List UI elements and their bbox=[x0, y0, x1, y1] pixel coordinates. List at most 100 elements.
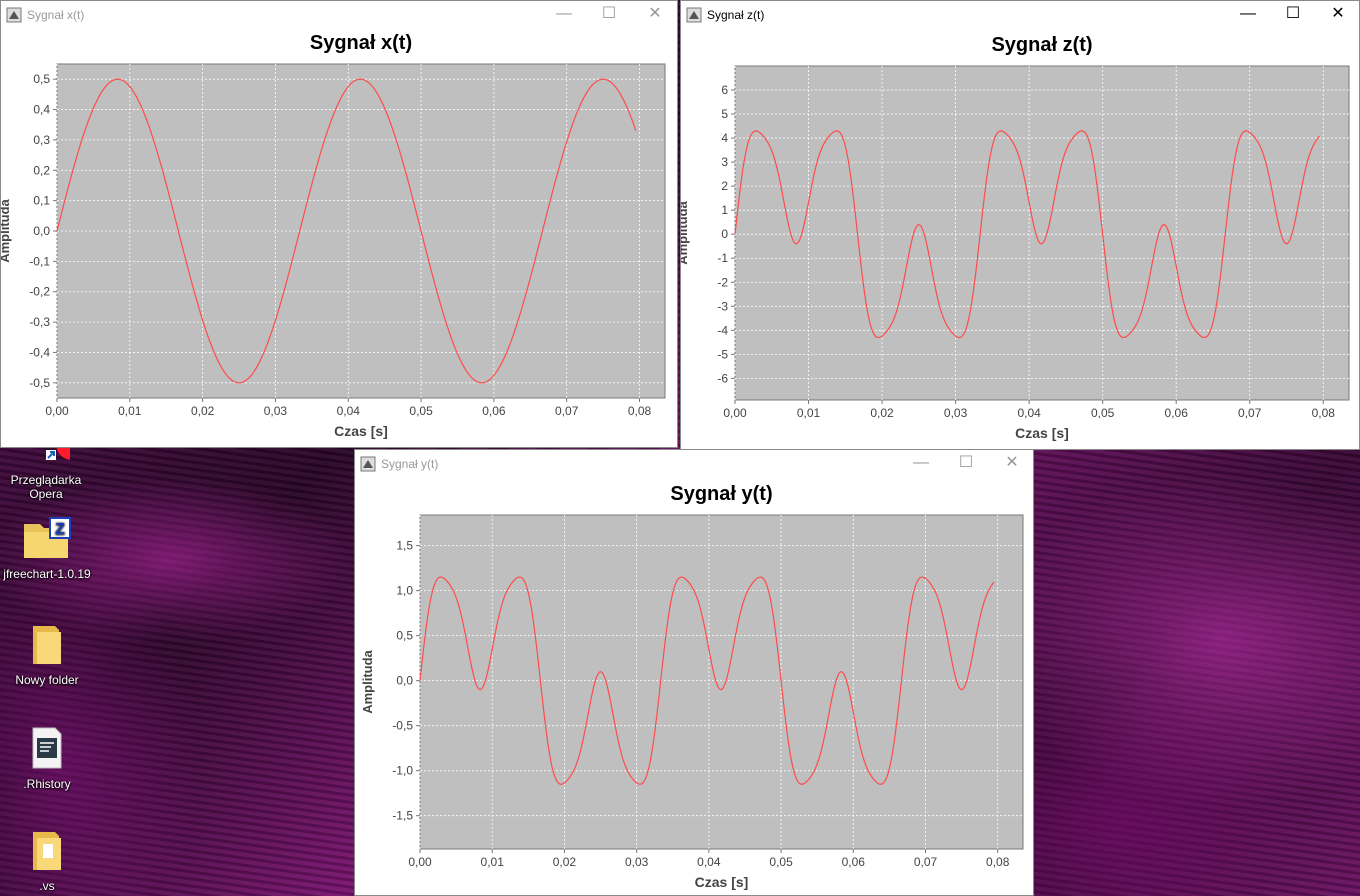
series-line bbox=[56, 78, 637, 384]
x-tick-label: 0,00 bbox=[723, 406, 747, 420]
y-tick-label: -3 bbox=[717, 299, 728, 313]
y-tick-label: 4 bbox=[721, 131, 728, 145]
y-tick-label: -6 bbox=[717, 371, 728, 385]
desktop-icon-label: .vs bbox=[39, 879, 55, 893]
x-tick-label: 0,07 bbox=[914, 855, 938, 869]
folder-icon bbox=[0, 830, 95, 875]
y-axis-label: Amplituda bbox=[360, 649, 375, 713]
x-tick-label: 0,02 bbox=[553, 855, 577, 869]
series-line bbox=[734, 130, 1321, 339]
y-tick-label: -0,5 bbox=[29, 376, 50, 390]
y-tick-label: -1 bbox=[717, 251, 728, 265]
y-tick-label: -5 bbox=[717, 347, 728, 361]
chart-title: Sygnał y(t) bbox=[670, 483, 772, 505]
y-tick-label: 0,0 bbox=[33, 224, 50, 238]
y-tick-label: 6 bbox=[721, 83, 728, 97]
y-tick-label: 0,2 bbox=[33, 163, 50, 177]
chart-sygnal-z: Sygnał z(t) 0,00 0,01 0,02 0,03 0,04 0,05 0,06 0… bbox=[681, 34, 1350, 441]
window-title: Sygnał y(t) bbox=[381, 457, 439, 471]
x-tick-label: 0,04 bbox=[337, 404, 361, 418]
x-tick-label: 0,08 bbox=[986, 855, 1010, 869]
y-tick-label: -0,2 bbox=[29, 285, 50, 299]
y-tick-label: -1,0 bbox=[392, 764, 413, 778]
close-button[interactable]: ✕ bbox=[1005, 454, 1019, 471]
maximize-button[interactable]: ☐ bbox=[958, 454, 974, 471]
x-tick-label: 0,06 bbox=[482, 404, 506, 418]
desktop-icon-vs[interactable]: .vs bbox=[0, 830, 95, 893]
y-tick-label: 5 bbox=[721, 107, 728, 121]
x-tick-label: 0,03 bbox=[625, 855, 649, 869]
y-tick-label: -0,1 bbox=[29, 254, 50, 268]
x-tick-label: 0,05 bbox=[1091, 406, 1115, 420]
titlebar[interactable]: Sygnał y(t) — ☐ ✕ bbox=[355, 450, 1033, 478]
titlebar[interactable]: Sygnał z(t) — ☐ ✕ bbox=[681, 1, 1359, 29]
maximize-button[interactable]: ☐ bbox=[1285, 5, 1301, 22]
y-tick-label: 1 bbox=[721, 203, 728, 217]
x-tick-label: 0,02 bbox=[191, 404, 215, 418]
plot-area bbox=[734, 65, 1350, 401]
window-sygnal-x[interactable]: Sygnał x(t) — ☐ ✕ Sygnał x(t) 0,00 0,01 0,0… bbox=[0, 0, 678, 448]
x-axis-label: Czas [s] bbox=[334, 423, 388, 439]
x-tick-label: 0,04 bbox=[697, 855, 721, 869]
y-tick-label: -1,5 bbox=[392, 809, 413, 823]
y-tick-label: 0,1 bbox=[33, 194, 50, 208]
y-tick-label: -4 bbox=[717, 323, 728, 337]
minimize-button[interactable]: — bbox=[556, 5, 572, 22]
maximize-button[interactable]: ☐ bbox=[601, 5, 617, 22]
y-tick-label: 0 bbox=[721, 227, 728, 241]
chart-title: Sygnał x(t) bbox=[310, 32, 412, 54]
x-tick-label: 0,04 bbox=[1017, 406, 1041, 420]
chart-sygnal-y: Sygnał y(t) 0,00 0,01 0,02 0,03 0,04 0,05 0,06 0… bbox=[360, 483, 1024, 890]
java-app-icon bbox=[360, 456, 376, 477]
y-tick-label: 0,4 bbox=[33, 103, 50, 117]
window-sygnal-y[interactable]: Sygnał y(t) — ☐ ✕ Sygnał y(t) 0,00 0,01 0,0… bbox=[354, 449, 1034, 896]
desktop-icon-label: Nowy folder bbox=[15, 673, 79, 687]
minimize-button[interactable]: — bbox=[1240, 5, 1256, 22]
x-tick-label: 0,02 bbox=[870, 406, 894, 420]
gridlines bbox=[419, 515, 1023, 849]
desktop-icon-nowy-folder[interactable]: Nowy folder bbox=[0, 624, 95, 687]
desktop-icon-jfreechart[interactable]: Z jfreechart-1.0.19 bbox=[0, 516, 95, 581]
x-tick-label: 0,01 bbox=[481, 855, 505, 869]
plot-area bbox=[419, 514, 1024, 850]
x-tick-label: 0,03 bbox=[944, 406, 968, 420]
x-tick-label: 0,00 bbox=[408, 855, 432, 869]
close-button[interactable]: ✕ bbox=[648, 5, 662, 22]
y-tick-label: 3 bbox=[721, 155, 728, 169]
y-tick-label: 0,5 bbox=[396, 629, 413, 643]
window-sygnal-z[interactable]: Sygnał z(t) — ☐ ✕ Sygnał z(t) 0,00 0,01 0,0… bbox=[680, 0, 1360, 450]
x-axis-label: Czas [s] bbox=[695, 874, 749, 890]
x-tick-label: 0,01 bbox=[797, 406, 821, 420]
folder-icon bbox=[0, 624, 95, 669]
svg-text:Z: Z bbox=[55, 521, 65, 538]
close-button[interactable]: ✕ bbox=[1331, 5, 1345, 22]
desktop-icon-rhistory[interactable]: .Rhistory bbox=[0, 726, 95, 791]
x-tick-label: 0,07 bbox=[555, 404, 579, 418]
minimize-button[interactable]: — bbox=[913, 454, 929, 471]
x-tick-label: 0,08 bbox=[1312, 406, 1336, 420]
zip-folder-icon: Z bbox=[0, 516, 95, 563]
window-title: Sygnał z(t) bbox=[707, 8, 765, 22]
window-title: Sygnał x(t) bbox=[27, 8, 85, 22]
x-tick-label: 0,07 bbox=[1238, 406, 1262, 420]
y-axis-label: Amplituda bbox=[681, 200, 690, 264]
java-app-icon bbox=[686, 7, 702, 28]
y-tick-label: 1,0 bbox=[396, 584, 413, 598]
y-tick-label: 0,3 bbox=[33, 133, 50, 147]
y-tick-label: -0,4 bbox=[29, 345, 50, 359]
y-tick-label: 0,5 bbox=[33, 72, 50, 86]
x-tick-label: 0,08 bbox=[628, 404, 652, 418]
series-line bbox=[419, 576, 995, 785]
y-tick-label: -2 bbox=[717, 275, 728, 289]
x-axis-label: Czas [s] bbox=[1015, 425, 1069, 441]
desktop-icon-label: Przeglądarka Opera bbox=[10, 473, 82, 501]
y-tick-label: 1,5 bbox=[396, 539, 413, 553]
desktop-icon-label: .Rhistory bbox=[23, 777, 71, 791]
java-app-icon bbox=[6, 7, 22, 28]
y-tick-label: 2 bbox=[721, 179, 728, 193]
desktop-icon-label: jfreechart-1.0.19 bbox=[3, 567, 91, 581]
titlebar[interactable]: Sygnał x(t) — ☐ ✕ bbox=[1, 1, 677, 29]
text-file-icon bbox=[0, 726, 95, 773]
y-tick-label: -0,5 bbox=[392, 719, 413, 733]
y-tick-label: -0,3 bbox=[29, 315, 50, 329]
